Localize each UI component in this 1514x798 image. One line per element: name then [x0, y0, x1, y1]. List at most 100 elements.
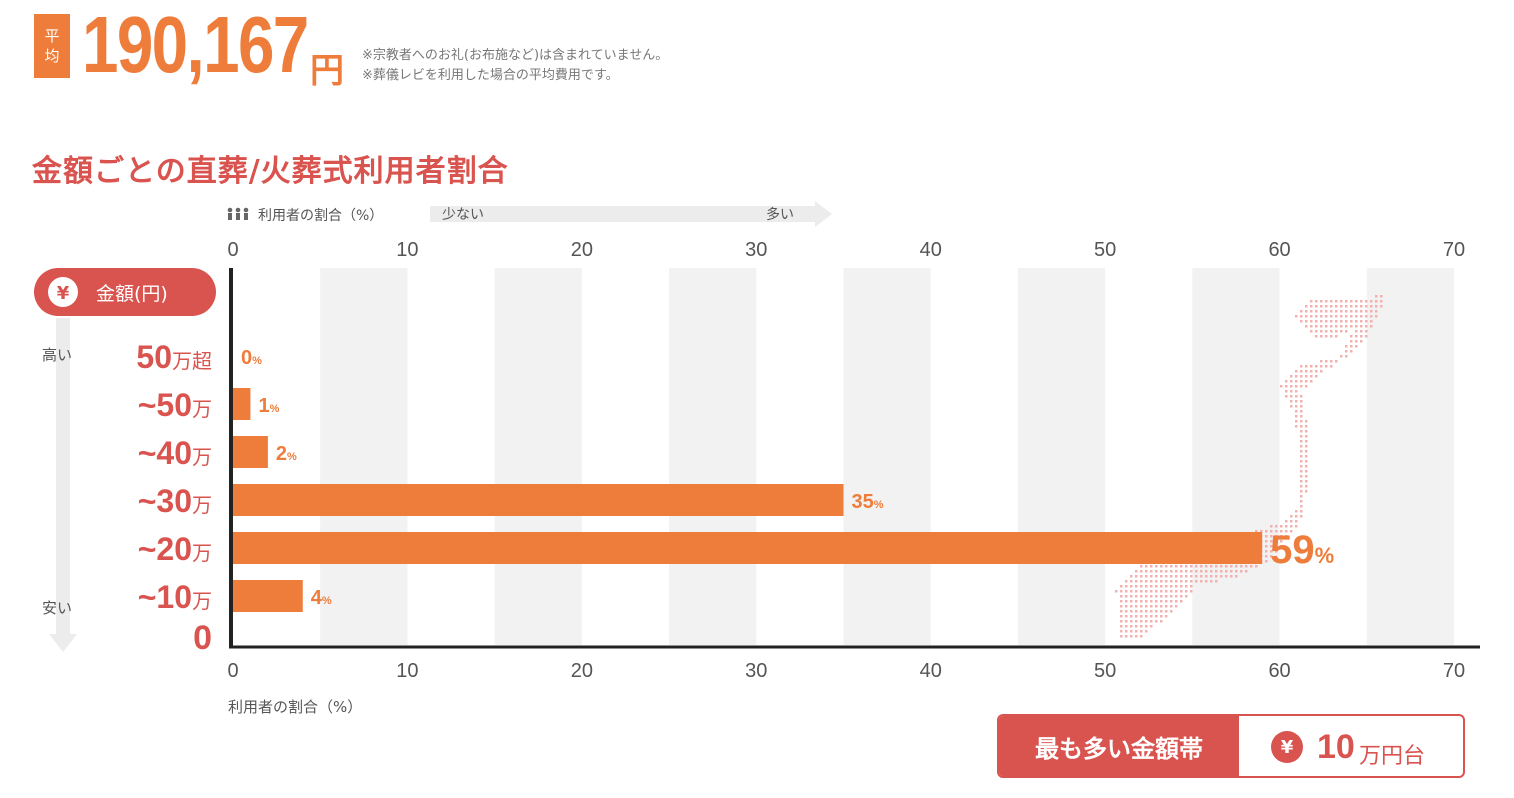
map-dot [1315, 325, 1318, 328]
map-dot [1150, 600, 1153, 603]
map-dot [1305, 435, 1308, 438]
map-dot [1285, 535, 1288, 538]
average-unit: 円 [310, 51, 344, 91]
map-dot [1130, 605, 1133, 608]
bars [233, 388, 1263, 612]
map-dot [1230, 570, 1233, 573]
value-label: 35% [852, 491, 884, 513]
map-dot [1135, 635, 1138, 638]
map-dot [1300, 320, 1303, 323]
map-dot [1130, 595, 1133, 598]
map-dot [1245, 570, 1248, 573]
map-dot [1230, 565, 1233, 568]
map-dot [1225, 570, 1228, 573]
map-dot [1255, 565, 1258, 568]
map-dot [1145, 610, 1148, 613]
map-dot [1260, 530, 1263, 533]
most-common-range-box: 最も多い金額帯 ¥ 10 万円台 [997, 714, 1465, 778]
map-dot [1155, 590, 1158, 593]
category-label: 50万超 [136, 339, 212, 375]
grid-band [1017, 268, 1106, 645]
map-dot [1220, 565, 1223, 568]
map-dot [1130, 590, 1133, 593]
value-label: 59% [1270, 528, 1334, 572]
map-dot [1300, 310, 1303, 313]
map-dot [1320, 300, 1323, 303]
map-dot [1285, 385, 1288, 388]
map-dot [1165, 595, 1168, 598]
map-dot [1315, 305, 1318, 308]
tick-label: 70 [1443, 660, 1465, 682]
map-dot [1175, 590, 1178, 593]
map-dot [1295, 405, 1298, 408]
map-dot [1335, 330, 1338, 333]
map-dot [1345, 350, 1348, 353]
map-dot [1360, 300, 1363, 303]
x-axis-label: 利用者の割合（%） [228, 698, 362, 716]
map-dot [1120, 630, 1123, 633]
map-dot [1170, 565, 1173, 568]
map-dot [1235, 575, 1238, 578]
map-dot [1175, 600, 1178, 603]
map-dot [1150, 625, 1153, 628]
map-dot [1290, 390, 1293, 393]
map-dot [1320, 370, 1323, 373]
map-dot [1140, 610, 1143, 613]
map-dot [1125, 620, 1128, 623]
map-dot [1135, 615, 1138, 618]
map-dot [1300, 395, 1303, 398]
value-percent: % [874, 499, 884, 511]
map-dot [1210, 575, 1213, 578]
map-dot [1305, 310, 1308, 313]
map-dot [1225, 565, 1228, 568]
map-dot [1340, 305, 1343, 308]
map-dot [1305, 430, 1308, 433]
map-dot [1285, 380, 1288, 383]
note-2: ※葬儀レビを利用した場合の平均費用です。 [362, 68, 619, 83]
map-dot [1150, 610, 1153, 613]
map-dot [1380, 305, 1383, 308]
map-dot [1330, 320, 1333, 323]
map-dot [1140, 570, 1143, 573]
map-dot [1335, 305, 1338, 308]
map-dot [1370, 315, 1373, 318]
note-1: ※宗教者へのお礼(お布施など)は含まれていません。 [362, 48, 669, 63]
map-dot [1170, 570, 1173, 573]
map-dot [1310, 380, 1313, 383]
map-dot [1325, 300, 1328, 303]
map-dot [1155, 600, 1158, 603]
map-dot [1160, 610, 1163, 613]
category-number: ~20 [138, 531, 192, 567]
map-dot [1155, 595, 1158, 598]
map-dot [1320, 320, 1323, 323]
map-dot [1275, 550, 1278, 553]
map-dot [1195, 570, 1198, 573]
grid-band [494, 268, 582, 645]
map-dot [1310, 315, 1313, 318]
map-dot [1300, 375, 1303, 378]
map-dot [1135, 610, 1138, 613]
map-dot [1355, 345, 1358, 348]
map-dot [1310, 365, 1313, 368]
map-dot [1190, 575, 1193, 578]
map-dot [1295, 525, 1298, 528]
map-dot [1350, 325, 1353, 328]
map-dot [1350, 315, 1353, 318]
map-dot [1300, 385, 1303, 388]
map-dot [1345, 315, 1348, 318]
value-percent: % [1315, 543, 1335, 568]
map-dot [1325, 330, 1328, 333]
map-dot [1125, 585, 1128, 588]
map-dot [1255, 530, 1258, 533]
map-dot [1235, 565, 1238, 568]
map-dot [1145, 580, 1148, 583]
map-dot [1320, 310, 1323, 313]
map-dot [1300, 420, 1303, 423]
map-dot [1335, 310, 1338, 313]
map-dot [1295, 370, 1298, 373]
arrow-shaft [56, 318, 70, 636]
map-dot [1165, 605, 1168, 608]
value-percent: % [252, 355, 262, 367]
map-dot [1325, 360, 1328, 363]
map-dot [1290, 400, 1293, 403]
